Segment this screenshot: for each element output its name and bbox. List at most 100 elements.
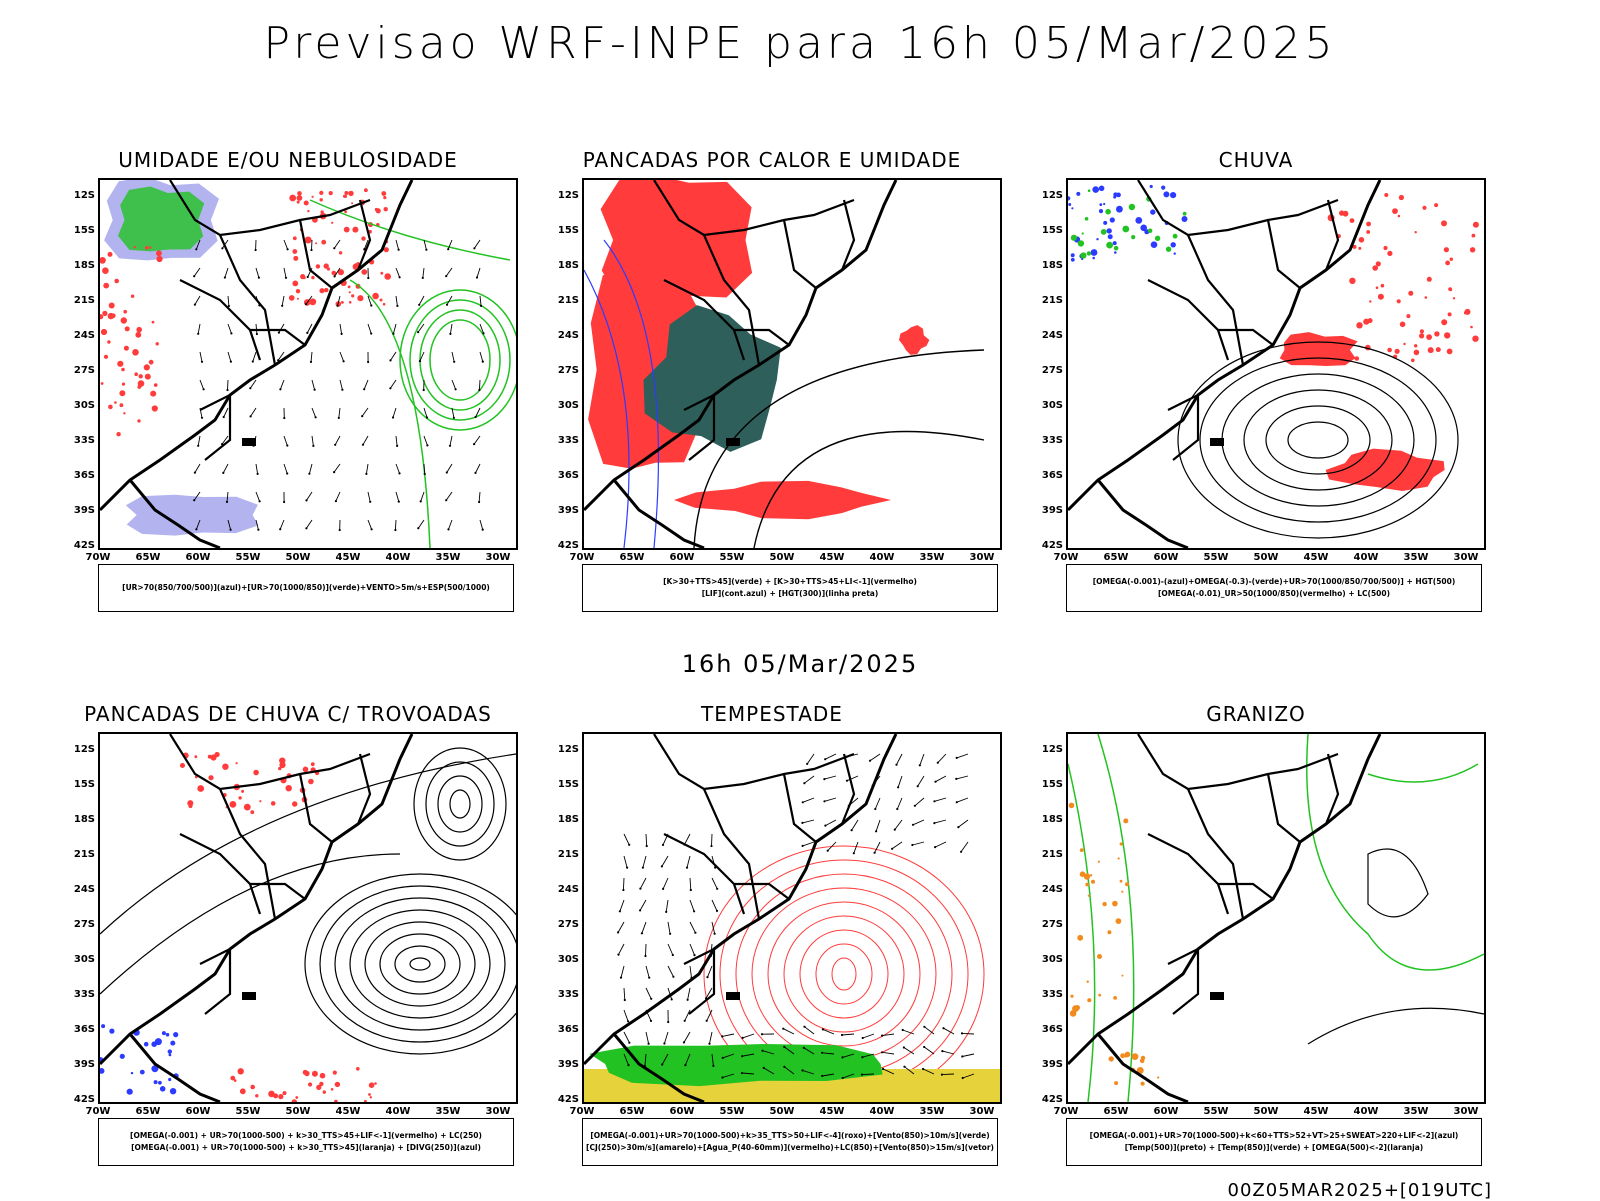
omega-speckle xyxy=(1155,236,1160,241)
wind-arrow-head xyxy=(398,249,400,251)
streamline xyxy=(380,934,460,994)
wind-arrow-head xyxy=(367,361,369,363)
wind-arrow-head xyxy=(669,933,671,935)
wind-arrow xyxy=(662,856,668,866)
wind-arrow-head xyxy=(194,304,196,306)
wind-arrow xyxy=(942,1074,954,1075)
omega-speckle xyxy=(1091,249,1098,256)
divergence-speckle xyxy=(120,1054,125,1059)
wind-arrow-head xyxy=(956,801,958,803)
rain-speckle xyxy=(1473,222,1479,228)
thickness-speckle xyxy=(109,303,115,309)
lon-tick-label: 40W xyxy=(867,552,897,563)
rain-speckle xyxy=(1387,251,1392,256)
wind-arrow-head xyxy=(874,852,876,854)
wind-arrow-head xyxy=(706,1020,708,1022)
divergence-speckle xyxy=(170,1088,176,1094)
wind-arrow xyxy=(474,436,480,444)
wind-arrow-head xyxy=(449,445,451,447)
map-umidade[interactable] xyxy=(98,178,518,550)
rain-speckle xyxy=(1398,215,1401,218)
wind-arrow-head xyxy=(891,848,893,850)
wind-arrow-head xyxy=(310,361,312,363)
wind-arrow-head xyxy=(663,1042,665,1044)
wind-arrow xyxy=(474,240,480,248)
lat-tick-label: 27S xyxy=(1036,919,1063,930)
storm-speckle xyxy=(283,1091,287,1095)
divergence-speckle xyxy=(166,1033,170,1037)
map-tempestade[interactable] xyxy=(582,732,1002,1104)
lat-tick-label: 30S xyxy=(68,400,95,411)
lon-tick-label: 35W xyxy=(1401,552,1431,563)
wind-arrow xyxy=(306,520,312,528)
lat-tick-label: 36S xyxy=(552,470,579,481)
wind-arrow-head xyxy=(803,782,805,784)
divergence-speckle xyxy=(127,1089,133,1095)
omega-speckle xyxy=(1150,209,1155,214)
wind-arrow-head xyxy=(648,977,650,979)
wind-arrow-head xyxy=(252,360,254,362)
thickness-speckle xyxy=(344,195,347,198)
wind-arrow-head xyxy=(453,417,455,419)
lat-tick-label: 42S xyxy=(68,1094,95,1105)
wind-arrow-head xyxy=(824,825,826,827)
wind-arrow xyxy=(690,922,695,933)
rain-speckle xyxy=(1414,350,1420,356)
lon-tick-label: 50W xyxy=(1251,552,1281,563)
main-title: Previsao WRF-INPE para 16h 05/Mar/2025 xyxy=(0,18,1600,69)
wind-arrow-head xyxy=(259,500,261,502)
green-contour xyxy=(400,290,516,430)
storm-speckle xyxy=(241,790,244,793)
omega-speckle xyxy=(1076,192,1080,196)
wind-arrow-head xyxy=(822,1028,824,1030)
lon-tick-label: 70W xyxy=(567,1106,597,1117)
wind-arrow-head xyxy=(842,1077,844,1079)
lat-tick-label: 39S xyxy=(552,505,579,516)
lon-tick-label: 35W xyxy=(917,1106,947,1117)
wind-arrow-head xyxy=(694,932,696,934)
map-chuva[interactable] xyxy=(1066,178,1486,550)
map-trovoadas[interactable] xyxy=(98,732,518,1104)
wind-arrow xyxy=(802,820,814,823)
streamline xyxy=(410,958,430,970)
wind-arrow-head xyxy=(230,529,232,531)
precip-water-contour xyxy=(800,930,888,1018)
wind-arrow-head xyxy=(281,305,283,307)
wind-arrow xyxy=(913,820,924,825)
omega500-speckle xyxy=(1132,1053,1139,1060)
hgt500-contour xyxy=(1200,358,1436,522)
wind-arrow-head xyxy=(667,1021,669,1023)
divergence-speckle xyxy=(170,1041,175,1046)
omega-speckle xyxy=(1151,241,1158,248)
lagoon xyxy=(242,992,256,1000)
rain-speckle xyxy=(1444,247,1449,252)
wind-arrow-head xyxy=(644,955,646,957)
wind-arrow-head xyxy=(426,444,428,446)
thickness-speckle xyxy=(119,390,125,396)
wind-arrow xyxy=(624,1010,628,1021)
omega-speckle xyxy=(1101,229,1107,235)
thickness-speckle xyxy=(312,196,314,198)
rain-speckle xyxy=(1355,356,1360,361)
wind-arrow xyxy=(690,900,694,911)
thickness-speckle xyxy=(364,188,368,192)
rain-speckle xyxy=(1384,193,1388,197)
rain-speckle xyxy=(1472,336,1478,342)
streamline xyxy=(426,762,494,846)
map-pancadas[interactable] xyxy=(582,178,1002,550)
wind-arrow xyxy=(934,820,946,823)
map-granizo[interactable] xyxy=(1066,732,1486,1104)
storm-speckle xyxy=(194,755,197,758)
wind-arrow xyxy=(687,856,690,868)
thickness-speckle xyxy=(357,295,363,301)
wind-arrow-head xyxy=(420,500,422,502)
wind-arrow xyxy=(624,1032,629,1043)
wind-arrow xyxy=(668,966,673,977)
wind-arrow xyxy=(690,878,691,890)
wind-arrow-head xyxy=(841,1034,843,1036)
wind-arrow-head xyxy=(257,529,259,531)
divergence-speckle xyxy=(155,1038,162,1045)
wind-arrow xyxy=(938,754,946,763)
wind-arrow xyxy=(666,900,668,912)
wind-arrow-head xyxy=(476,276,478,278)
